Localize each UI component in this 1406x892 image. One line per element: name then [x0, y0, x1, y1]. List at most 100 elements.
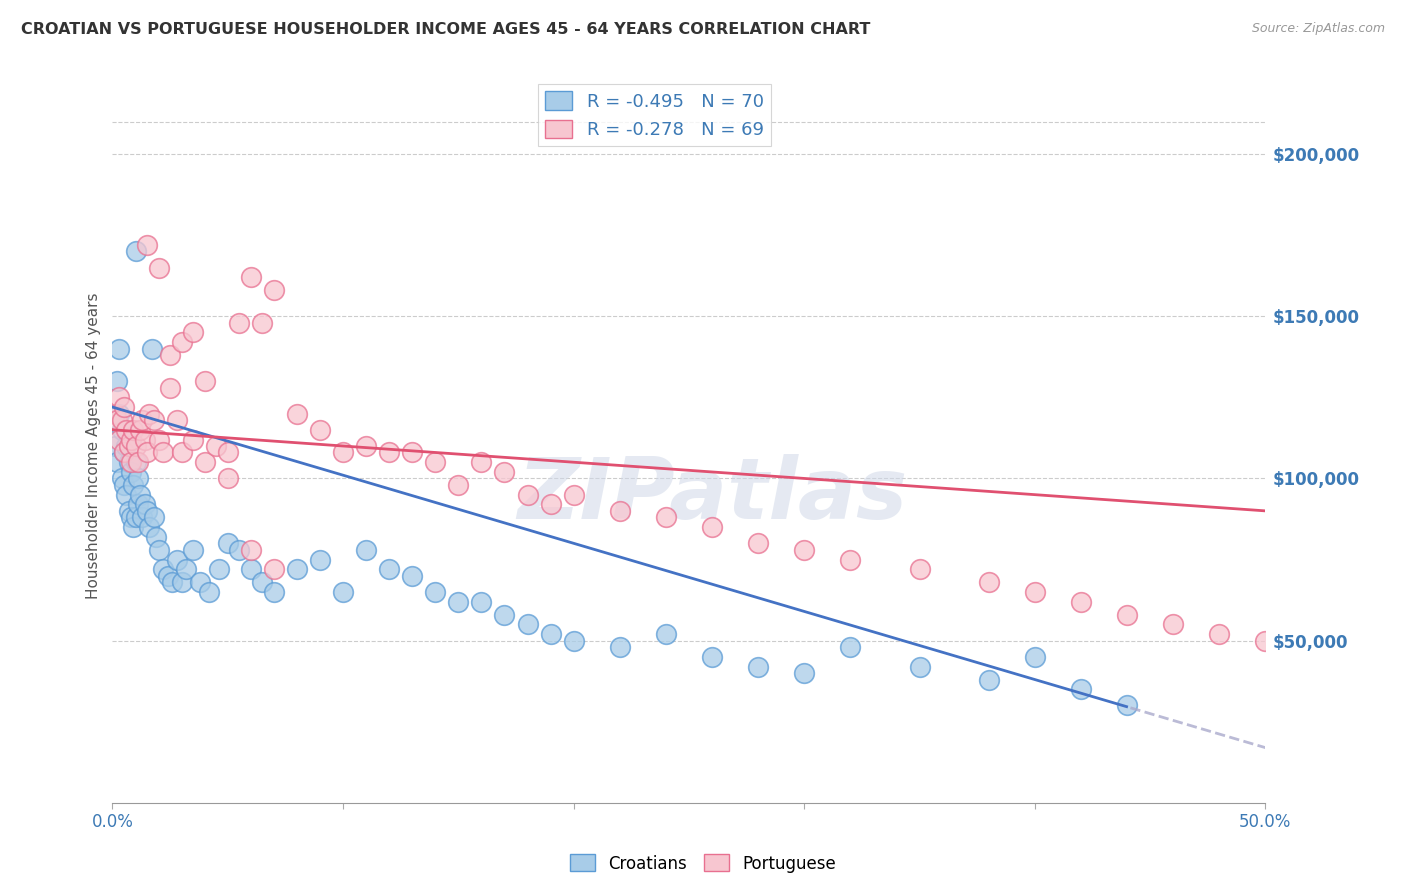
Point: [839, 552, 862, 566]
Point: [112, 445, 135, 459]
Point: [562, 488, 585, 502]
Point: [174, 562, 197, 576]
Point: [166, 413, 188, 427]
Point: [354, 542, 377, 557]
Point: [138, 407, 160, 421]
Point: [1070, 682, 1092, 697]
Point: [170, 575, 193, 590]
Point: [977, 575, 1000, 590]
Point: [115, 488, 138, 502]
Point: [263, 562, 285, 576]
Point: [228, 542, 250, 557]
Point: [127, 455, 149, 469]
Point: [793, 542, 815, 557]
Point: [908, 659, 931, 673]
Point: [136, 504, 159, 518]
Point: [447, 478, 470, 492]
Point: [700, 649, 723, 664]
Point: [793, 666, 815, 681]
Point: [131, 413, 153, 427]
Point: [188, 575, 211, 590]
Point: [143, 413, 166, 427]
Point: [108, 433, 131, 447]
Point: [148, 260, 170, 275]
Point: [122, 520, 145, 534]
Point: [1208, 627, 1230, 641]
Point: [115, 439, 138, 453]
Point: [470, 455, 492, 469]
Point: [111, 413, 134, 427]
Point: [207, 562, 229, 576]
Point: [516, 488, 538, 502]
Point: [194, 374, 217, 388]
Text: CROATIAN VS PORTUGUESE HOUSEHOLDER INCOME AGES 45 - 64 YEARS CORRELATION CHART: CROATIAN VS PORTUGUESE HOUSEHOLDER INCOM…: [21, 22, 870, 37]
Point: [609, 640, 631, 654]
Point: [609, 504, 631, 518]
Point: [127, 471, 149, 485]
Point: [1024, 649, 1046, 664]
Point: [124, 510, 146, 524]
Point: [332, 445, 354, 459]
Point: [112, 445, 135, 459]
Point: [143, 510, 166, 524]
Point: [908, 562, 931, 576]
Point: [309, 552, 332, 566]
Point: [124, 439, 146, 453]
Point: [285, 407, 308, 421]
Point: [108, 390, 131, 404]
Point: [104, 407, 127, 421]
Point: [494, 607, 516, 622]
Point: [170, 335, 193, 350]
Point: [111, 423, 134, 437]
Point: [263, 585, 285, 599]
Point: [111, 471, 134, 485]
Point: [108, 407, 131, 421]
Point: [194, 455, 217, 469]
Point: [105, 374, 128, 388]
Point: [148, 542, 170, 557]
Point: [181, 433, 204, 447]
Point: [134, 497, 156, 511]
Point: [205, 439, 228, 453]
Point: [1024, 585, 1046, 599]
Point: [401, 445, 423, 459]
Point: [136, 445, 159, 459]
Point: [198, 585, 221, 599]
Point: [122, 478, 145, 492]
Point: [217, 471, 239, 485]
Point: [115, 423, 138, 437]
Point: [470, 595, 492, 609]
Point: [108, 342, 131, 356]
Point: [124, 455, 146, 469]
Point: [540, 627, 562, 641]
Point: [117, 455, 139, 469]
Point: [1116, 698, 1139, 713]
Point: [170, 445, 193, 459]
Point: [378, 562, 401, 576]
Point: [127, 497, 149, 511]
Point: [332, 585, 354, 599]
Point: [747, 659, 769, 673]
Point: [700, 520, 723, 534]
Point: [122, 423, 145, 437]
Point: [401, 568, 423, 582]
Point: [156, 568, 179, 582]
Y-axis label: Householder Income Ages 45 - 64 years: Householder Income Ages 45 - 64 years: [86, 293, 101, 599]
Point: [145, 530, 167, 544]
Point: [252, 316, 274, 330]
Point: [120, 433, 142, 447]
Point: [138, 520, 160, 534]
Point: [239, 542, 262, 557]
Point: [655, 627, 678, 641]
Point: [117, 439, 139, 453]
Point: [655, 510, 678, 524]
Point: [148, 433, 170, 447]
Point: [494, 465, 516, 479]
Point: [839, 640, 862, 654]
Point: [540, 497, 562, 511]
Point: [181, 326, 204, 340]
Point: [124, 244, 146, 259]
Legend: Croatians, Portuguese: Croatians, Portuguese: [564, 847, 842, 880]
Point: [977, 673, 1000, 687]
Text: Source: ZipAtlas.com: Source: ZipAtlas.com: [1251, 22, 1385, 36]
